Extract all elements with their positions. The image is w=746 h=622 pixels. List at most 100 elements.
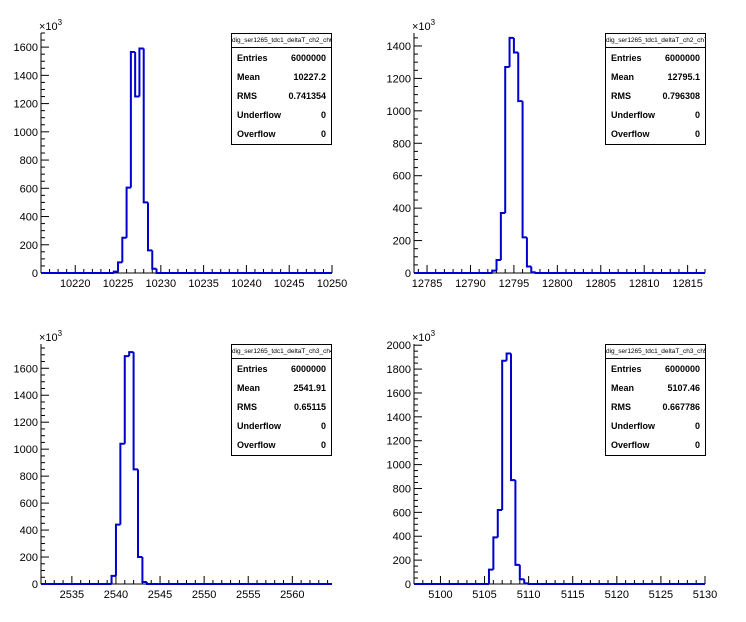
x-tick-label: 12790: [455, 278, 486, 290]
histogram-bin: [504, 66, 510, 213]
histogram-bin: [530, 266, 536, 274]
histogram-baseline-right: [155, 268, 332, 274]
stats-row-overflow: Overflow 0: [237, 128, 326, 139]
x-tick-label: 5100: [428, 589, 452, 601]
x-tick-label: 12815: [672, 278, 703, 290]
x-tick-label: 12795: [499, 278, 530, 290]
histogram-bin: [523, 579, 529, 585]
y-tick-label: 1000: [387, 460, 411, 472]
histogram-bin: [495, 259, 501, 271]
y-tick-label: 2000: [387, 340, 411, 352]
y-tick-label: 1600: [14, 363, 38, 375]
histogram-bin: [492, 536, 498, 570]
x-tick-label: 2535: [60, 589, 84, 601]
histogram-bin: [151, 250, 157, 270]
histogram-bin: [510, 353, 516, 482]
stats-row-entries: Entries 6000000: [237, 52, 326, 63]
y-tick-label: 1200: [14, 99, 38, 111]
y-tick-label: 1400: [14, 70, 38, 82]
stats-box-3: dig_ser1265_tdc1_deltaT_ch3_ch4 Entries 6…: [231, 344, 332, 456]
stats-row-underflow: Underflow 0: [237, 420, 326, 431]
x-tick-label: 12805: [585, 278, 616, 290]
histogram-bin: [499, 212, 506, 261]
x-tick-label: 5105: [472, 589, 496, 601]
y-tick-label: 0: [405, 579, 411, 591]
histogram-bin: [517, 52, 523, 103]
histogram-bin: [128, 351, 134, 357]
stats-box-4: dig_ser1265_tdc1_deltaT_ch3_ch5 Entries 6…: [605, 344, 706, 456]
histogram-bin: [110, 574, 116, 584]
histogram-bin: [114, 523, 121, 576]
y-tick-label: 200: [20, 240, 38, 252]
y-tick-label: 1200: [14, 417, 38, 429]
y-tick-label: 600: [393, 171, 411, 183]
histogram-bin: [496, 508, 503, 538]
histogram-bin: [117, 261, 123, 272]
histogram-bin: [501, 359, 507, 510]
x-tick-label: 12785: [412, 278, 443, 290]
y-exponent-label: ×103: [39, 18, 63, 33]
histogram-bin: [142, 48, 148, 204]
y-tick-label: 1200: [387, 436, 411, 448]
histogram-bin: [134, 52, 140, 98]
y-tick-label: 800: [20, 155, 38, 167]
stats-row-overflow: Overflow 0: [611, 439, 700, 450]
y-tick-label: 0: [32, 579, 38, 591]
stats-row-overflow: Overflow 0: [611, 128, 700, 139]
y-tick-label: 1600: [387, 388, 411, 400]
histogram-baseline-right: [527, 583, 705, 585]
histogram-3-plot: 0 200 400 600 800 1000 1200 1400 1600 2535 2540 254…: [14, 329, 332, 601]
y-exponent-label: ×103: [412, 18, 436, 33]
stats-row-entries: Entries 6000000: [611, 363, 700, 374]
x-tick-label: 10220: [60, 278, 91, 290]
x-tick-label: 5125: [649, 589, 673, 601]
pad-1: 0 200 400 600 800 1000 1200 1400 1600 10220 10225 1…: [0, 0, 373, 311]
x-tick-label: 10225: [103, 278, 134, 290]
y-exponent-label: ×103: [39, 329, 63, 344]
stats-row-entries: Entries 6000000: [237, 363, 326, 374]
histogram-bin: [146, 202, 153, 252]
stats-title: dig_ser1265_tdc1_deltaT_ch3_ch4: [232, 345, 331, 359]
stats-row-rms: RMS 0.796308: [611, 90, 700, 101]
x-tick-label: 2550: [192, 589, 216, 601]
histogram-bin: [512, 37, 519, 54]
y-tick-label: 0: [32, 268, 38, 280]
x-tick-label: 12800: [542, 278, 573, 290]
y-tick-label: 1600: [14, 42, 38, 54]
y-tick-label: 400: [393, 531, 411, 543]
histogram-bin: [112, 270, 119, 273]
y-tick-label: 400: [20, 525, 38, 537]
histogram-bin: [125, 186, 131, 238]
y-tick-label: 1000: [387, 106, 411, 118]
y-tick-label: 1400: [14, 390, 38, 402]
histogram-bin: [525, 237, 532, 268]
x-tick-label: 10245: [274, 278, 305, 290]
x-tick-label: 10250: [317, 278, 348, 290]
y-tick-label: 800: [393, 138, 411, 150]
y-tick-label: 600: [393, 507, 411, 519]
stats-title: dig_ser1265_tdc1_deltaT_ch3_ch5: [606, 345, 705, 359]
stats-row-rms: RMS 0.741354: [237, 90, 326, 101]
histogram-bin: [132, 352, 138, 471]
x-tick-label: 10240: [231, 278, 262, 290]
y-tick-label: 1800: [387, 364, 411, 376]
y-tick-label: 1400: [387, 412, 411, 424]
y-tick-label: 200: [393, 236, 411, 248]
histogram-bin: [508, 36, 514, 68]
histogram-baseline-right: [145, 581, 332, 585]
histogram-bin: [138, 47, 144, 97]
stats-title: dig_ser1265_tdc1_deltaT_ch2_ch7: [606, 34, 705, 48]
y-tick-label: 400: [20, 212, 38, 224]
histogram-bin: [518, 564, 525, 581]
stats-row-underflow: Underflow 0: [237, 109, 326, 120]
x-tick-label: 10235: [188, 278, 219, 290]
stats-title: dig_ser1265_tdc1_deltaT_ch2_ch6: [232, 34, 331, 48]
stats-row-underflow: Underflow 0: [611, 420, 700, 431]
stats-row-mean: Mean 5107.46: [611, 382, 700, 393]
histogram-baseline-right: [534, 272, 705, 274]
stats-row-mean: Mean 2541.91: [237, 382, 326, 393]
y-exponent-label: ×103: [412, 329, 436, 344]
histogram-bin: [487, 568, 494, 584]
stats-row-mean: Mean 10227.2: [237, 71, 326, 82]
stats-row-rms: RMS 0.667786: [611, 401, 700, 412]
